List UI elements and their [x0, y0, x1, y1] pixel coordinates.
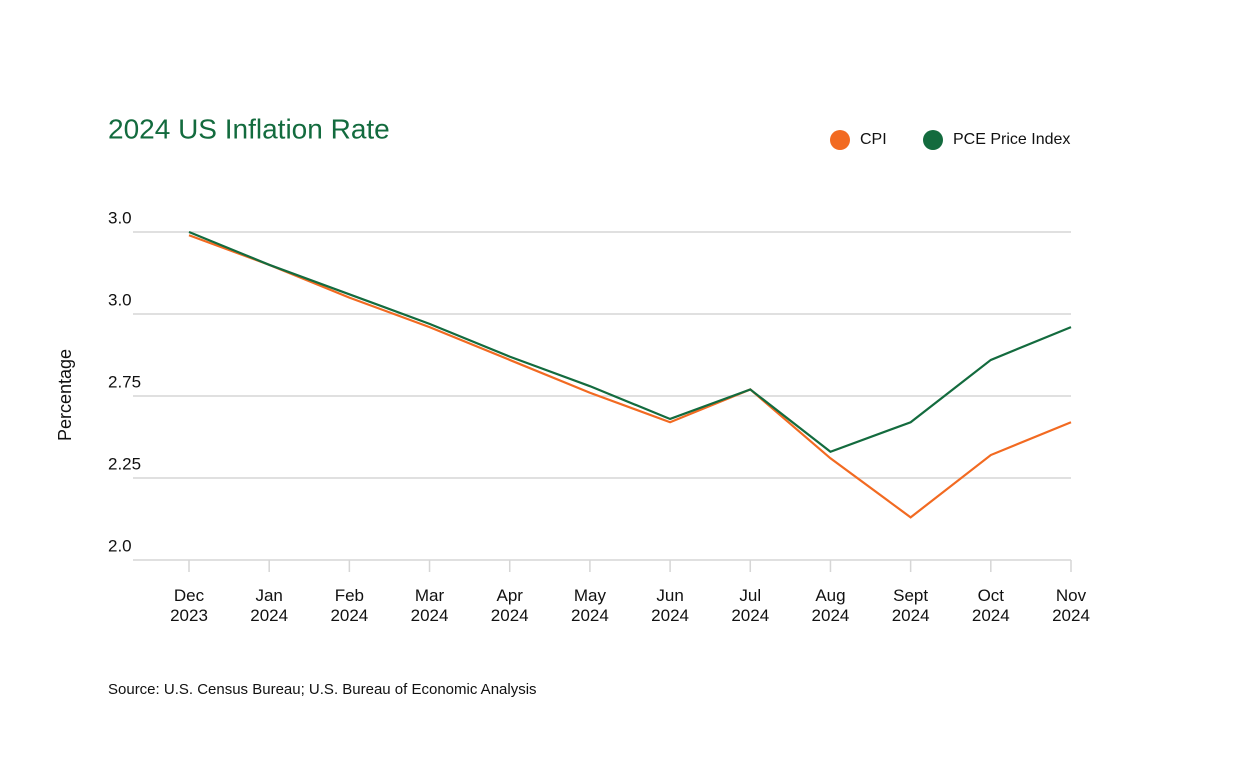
y-axis-title: Percentage [55, 349, 75, 441]
y-tick-label: 2.25 [108, 454, 141, 473]
legend-marker [830, 130, 850, 150]
legend-label: CPI [860, 131, 887, 148]
legend-label: PCE Price Index [953, 131, 1070, 148]
x-tick-label: Mar 2024 [410, 586, 449, 625]
y-tick-label: 2.0 [108, 536, 132, 555]
x-tick-label: Jan 2024 [250, 586, 289, 625]
legend-marker [923, 130, 943, 150]
y-tick-label: 3.0 [108, 290, 132, 309]
x-tick-label: Oct 2024 [971, 586, 1010, 625]
x-tick-label: Apr 2024 [490, 586, 529, 625]
y-tick-label: 3.0 [108, 208, 132, 227]
chart-title: 2024 US Inflation Rate [108, 113, 390, 144]
x-tick-label: Aug 2024 [811, 586, 850, 625]
y-tick-label: 2.75 [108, 372, 141, 391]
series-line [188, 230, 1072, 454]
x-tick-label: Dec 2023 [170, 586, 208, 625]
x-tick-label: Jun 2024 [651, 586, 689, 625]
x-tick-label: Sept 2024 [891, 586, 930, 625]
x-tick-label: May 2024 [570, 586, 609, 625]
source-note: Source: U.S. Census Bureau; U.S. Bureau … [108, 681, 537, 698]
series-line [188, 234, 1072, 519]
x-tick-label: Nov 2024 [1052, 586, 1090, 625]
x-tick-label: Feb 2024 [330, 586, 369, 625]
x-tick-label: Jul 2024 [731, 586, 770, 625]
